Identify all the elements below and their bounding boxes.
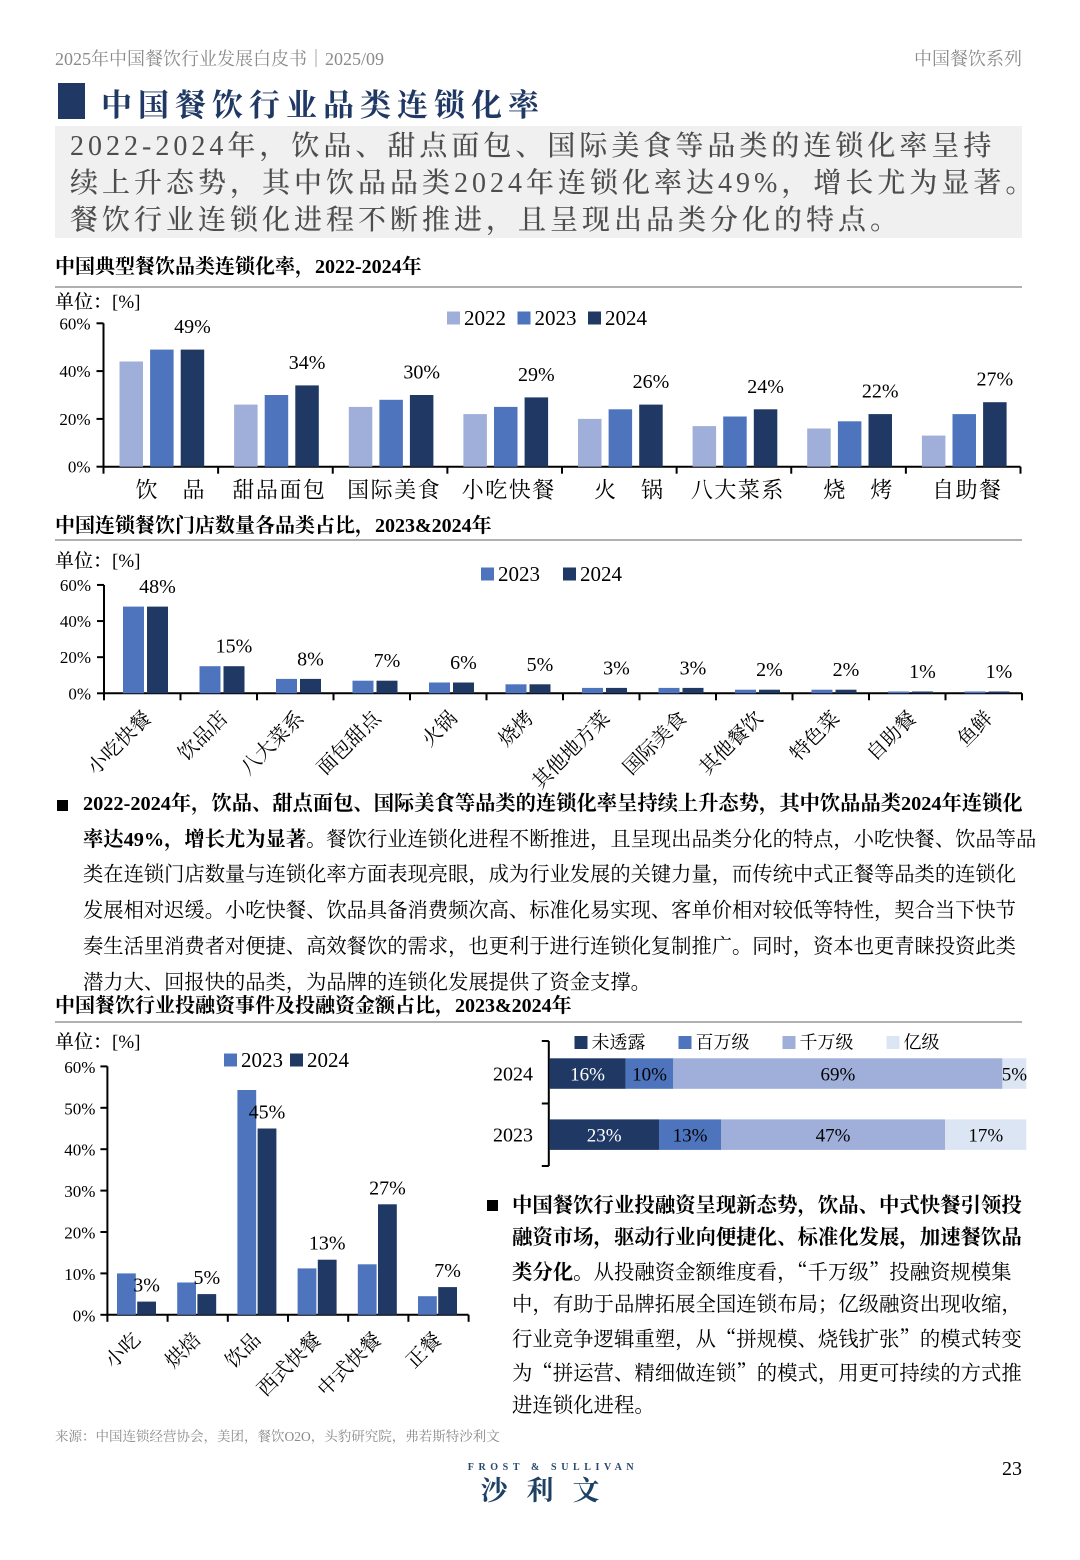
svg-text:10%: 10% bbox=[632, 1065, 667, 1086]
svg-text:2024: 2024 bbox=[493, 1064, 533, 1086]
svg-text:西式快餐: 西式快餐 bbox=[253, 1328, 326, 1400]
svg-text:13%: 13% bbox=[673, 1126, 708, 1147]
svg-text:10%: 10% bbox=[64, 1265, 95, 1284]
svg-text:60%: 60% bbox=[64, 1058, 95, 1077]
svg-text:3%: 3% bbox=[603, 657, 630, 679]
svg-text:亿级: 亿级 bbox=[904, 1033, 940, 1053]
svg-text:其他餐饮: 其他餐饮 bbox=[695, 707, 768, 780]
svg-text:千万级: 千万级 bbox=[800, 1033, 854, 1053]
svg-text:1%: 1% bbox=[909, 661, 936, 683]
svg-text:鱼鲜: 鱼鲜 bbox=[953, 707, 998, 752]
svg-text:40%: 40% bbox=[60, 612, 91, 631]
svg-text:火锅: 火锅 bbox=[417, 707, 462, 752]
svg-text:1%: 1% bbox=[986, 661, 1013, 683]
svg-text:正餐: 正餐 bbox=[401, 1328, 446, 1373]
svg-text:23%: 23% bbox=[587, 1126, 622, 1147]
svg-text:未透露: 未透露 bbox=[592, 1033, 646, 1053]
svg-text:49%: 49% bbox=[174, 316, 211, 338]
svg-text:20%: 20% bbox=[59, 410, 90, 429]
svg-text:0%: 0% bbox=[68, 684, 91, 703]
svg-text:24%: 24% bbox=[747, 376, 784, 398]
svg-text:30%: 30% bbox=[64, 1182, 95, 1201]
svg-text:17%: 17% bbox=[968, 1126, 1003, 1147]
svg-text:5%: 5% bbox=[527, 654, 554, 676]
svg-text:27%: 27% bbox=[369, 1177, 406, 1199]
svg-text:国际美食: 国际美食 bbox=[619, 707, 692, 780]
svg-text:15%: 15% bbox=[216, 636, 253, 658]
svg-text:48%: 48% bbox=[139, 576, 176, 598]
svg-text:7%: 7% bbox=[374, 650, 401, 672]
svg-text:30%: 30% bbox=[403, 362, 440, 384]
svg-text:其他地方菜: 其他地方菜 bbox=[528, 707, 615, 791]
svg-text:2023: 2023 bbox=[241, 1048, 283, 1072]
svg-text:2024: 2024 bbox=[605, 306, 648, 330]
svg-text:2023: 2023 bbox=[498, 562, 540, 586]
svg-text:34%: 34% bbox=[289, 352, 326, 374]
svg-text:饮品店: 饮品店 bbox=[174, 707, 233, 766]
svg-text:0%: 0% bbox=[73, 1306, 96, 1325]
svg-text:2024: 2024 bbox=[580, 562, 623, 586]
svg-text:8%: 8% bbox=[297, 648, 324, 670]
svg-text:2023: 2023 bbox=[535, 306, 577, 330]
svg-text:烧烤: 烧烤 bbox=[494, 707, 539, 752]
svg-text:60%: 60% bbox=[59, 314, 90, 333]
svg-text:40%: 40% bbox=[59, 362, 90, 381]
svg-text:烘焙: 烘焙 bbox=[161, 1328, 206, 1373]
svg-text:甜品面包: 甜品面包 bbox=[232, 478, 326, 503]
svg-text:3%: 3% bbox=[680, 657, 707, 679]
svg-text:20%: 20% bbox=[64, 1224, 95, 1243]
svg-text:6%: 6% bbox=[450, 652, 477, 674]
svg-text:29%: 29% bbox=[518, 364, 555, 386]
svg-text:2024: 2024 bbox=[307, 1048, 350, 1072]
svg-text:小吃: 小吃 bbox=[100, 1328, 145, 1373]
svg-text:2%: 2% bbox=[756, 659, 783, 681]
svg-text:中式快餐: 中式快餐 bbox=[313, 1328, 386, 1400]
svg-text:16%: 16% bbox=[570, 1065, 605, 1086]
svg-text:小吃快餐: 小吃快餐 bbox=[83, 707, 156, 780]
svg-text:3%: 3% bbox=[133, 1275, 160, 1297]
svg-text:5%: 5% bbox=[1002, 1065, 1028, 1086]
svg-text:26%: 26% bbox=[633, 371, 670, 393]
svg-text:小吃快餐: 小吃快餐 bbox=[462, 478, 556, 503]
svg-text:百万级: 百万级 bbox=[696, 1033, 750, 1053]
svg-text:40%: 40% bbox=[64, 1141, 95, 1160]
svg-text:45%: 45% bbox=[249, 1102, 286, 1124]
svg-text:20%: 20% bbox=[60, 648, 91, 667]
svg-text:2022: 2022 bbox=[464, 306, 506, 330]
svg-text:自助餐: 自助餐 bbox=[862, 707, 921, 766]
svg-text:烧 烤: 烧 烤 bbox=[823, 478, 894, 503]
svg-text:50%: 50% bbox=[64, 1099, 95, 1118]
svg-text:2%: 2% bbox=[833, 659, 860, 681]
svg-text:13%: 13% bbox=[309, 1233, 346, 1255]
svg-text:自助餐: 自助餐 bbox=[932, 478, 1003, 503]
svg-text:饮 品: 饮 品 bbox=[136, 478, 207, 503]
svg-text:69%: 69% bbox=[820, 1065, 855, 1086]
svg-text:饮品: 饮品 bbox=[221, 1328, 266, 1373]
svg-text:7%: 7% bbox=[434, 1260, 461, 1282]
svg-text:特色菜: 特色菜 bbox=[786, 707, 845, 766]
svg-text:27%: 27% bbox=[976, 369, 1013, 391]
svg-text:0%: 0% bbox=[68, 458, 91, 477]
svg-text:八大菜系: 八大菜系 bbox=[691, 478, 785, 503]
svg-text:八大菜系: 八大菜系 bbox=[236, 707, 309, 780]
svg-text:47%: 47% bbox=[816, 1126, 851, 1147]
svg-text:面包甜点: 面包甜点 bbox=[313, 706, 387, 780]
svg-text:5%: 5% bbox=[193, 1267, 220, 1289]
svg-text:2023: 2023 bbox=[493, 1125, 533, 1147]
svg-text:火 锅: 火 锅 bbox=[594, 478, 665, 503]
svg-text:22%: 22% bbox=[862, 381, 899, 403]
svg-text:60%: 60% bbox=[60, 576, 91, 595]
svg-text:国际美食: 国际美食 bbox=[347, 478, 441, 503]
